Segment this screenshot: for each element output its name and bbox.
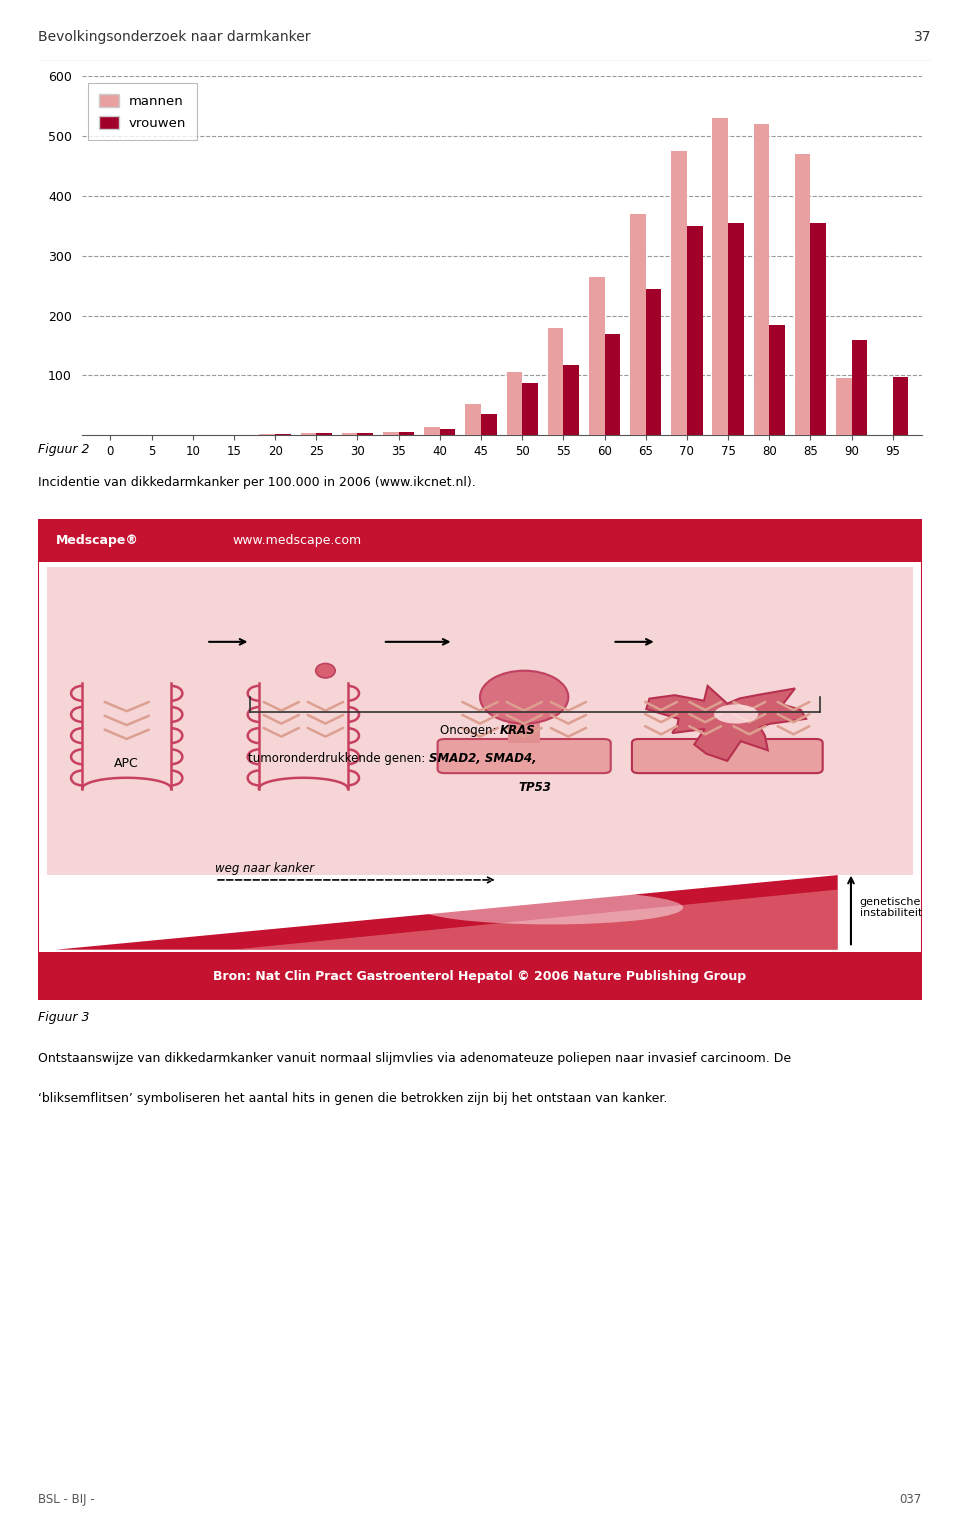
FancyBboxPatch shape (38, 519, 922, 1000)
Bar (424, 428, 440, 435)
Text: KRAS: KRAS (500, 724, 536, 736)
Polygon shape (646, 686, 806, 760)
Bar (728, 223, 744, 435)
Bar (893, 377, 908, 435)
FancyBboxPatch shape (47, 568, 913, 875)
Bar (342, 432, 357, 435)
Text: Bron: Nat Clin Pract Gastroenterol Hepatol © 2006 Nature Publishing Group: Bron: Nat Clin Pract Gastroenterol Hepat… (213, 970, 747, 983)
Bar (300, 434, 316, 435)
Text: tumoronderdrukkende genen:: tumoronderdrukkende genen: (248, 753, 429, 765)
Text: Bevolkingsonderzoek naar darmkanker: Bevolkingsonderzoek naar darmkanker (38, 29, 311, 44)
Bar (466, 405, 481, 435)
Ellipse shape (714, 704, 758, 724)
FancyBboxPatch shape (38, 519, 922, 562)
Bar (810, 223, 826, 435)
Text: BSL - BIJ -: BSL - BIJ - (38, 1493, 95, 1506)
Bar (795, 154, 810, 435)
Text: weg naar kanker: weg naar kanker (215, 863, 314, 875)
Bar (630, 214, 646, 435)
Bar (605, 333, 620, 435)
Bar (316, 434, 332, 435)
Bar (398, 432, 415, 435)
Polygon shape (232, 890, 838, 950)
Bar (548, 328, 564, 435)
Text: Incidentie van dikkedarmkanker per 100.000 in 2006 (www.ikcnet.nl).: Incidentie van dikkedarmkanker per 100.0… (38, 476, 476, 489)
Bar (687, 226, 703, 435)
Bar (588, 276, 605, 435)
Text: SMAD2, SMAD4,: SMAD2, SMAD4, (429, 753, 537, 765)
Text: Figuur 2: Figuur 2 (38, 443, 90, 457)
Bar (836, 379, 852, 435)
Bar (440, 429, 455, 435)
Text: Oncogen:: Oncogen: (440, 724, 500, 736)
Ellipse shape (419, 890, 684, 924)
Text: 37: 37 (914, 29, 931, 44)
Bar (712, 118, 728, 435)
Text: Ontstaanswijze van dikkedarmkanker vanuit normaal slijmvlies via adenomateuze po: Ontstaanswijze van dikkedarmkanker vanui… (38, 1052, 792, 1066)
Bar (671, 151, 687, 435)
Bar (507, 373, 522, 435)
Bar (646, 289, 661, 435)
Text: ‘bliksemflitsen’ symboliseren het aantal hits in genen die betrokken zijn bij he: ‘bliksemflitsen’ symboliseren het aantal… (38, 1092, 668, 1106)
FancyBboxPatch shape (438, 739, 611, 773)
Text: APC: APC (114, 757, 139, 770)
Text: Figuur 3: Figuur 3 (38, 1011, 90, 1025)
Text: genetische
instabiliteit: genetische instabiliteit (860, 896, 923, 918)
Bar (769, 325, 785, 435)
Text: 037: 037 (900, 1493, 922, 1506)
Bar (754, 124, 769, 435)
Ellipse shape (480, 670, 568, 724)
Bar (383, 432, 398, 435)
Ellipse shape (316, 664, 335, 678)
Bar (357, 432, 373, 435)
Bar (522, 383, 538, 435)
FancyBboxPatch shape (38, 953, 922, 1000)
Legend: mannen, vrouwen: mannen, vrouwen (88, 82, 197, 140)
FancyBboxPatch shape (508, 709, 540, 742)
FancyBboxPatch shape (632, 739, 823, 773)
Text: TP53: TP53 (518, 782, 552, 794)
Text: Medscape®: Medscape® (56, 534, 139, 547)
Text: www.medscape.com: www.medscape.com (232, 534, 362, 547)
Polygon shape (56, 875, 838, 950)
Bar (481, 414, 496, 435)
Bar (852, 339, 867, 435)
Bar (564, 365, 579, 435)
